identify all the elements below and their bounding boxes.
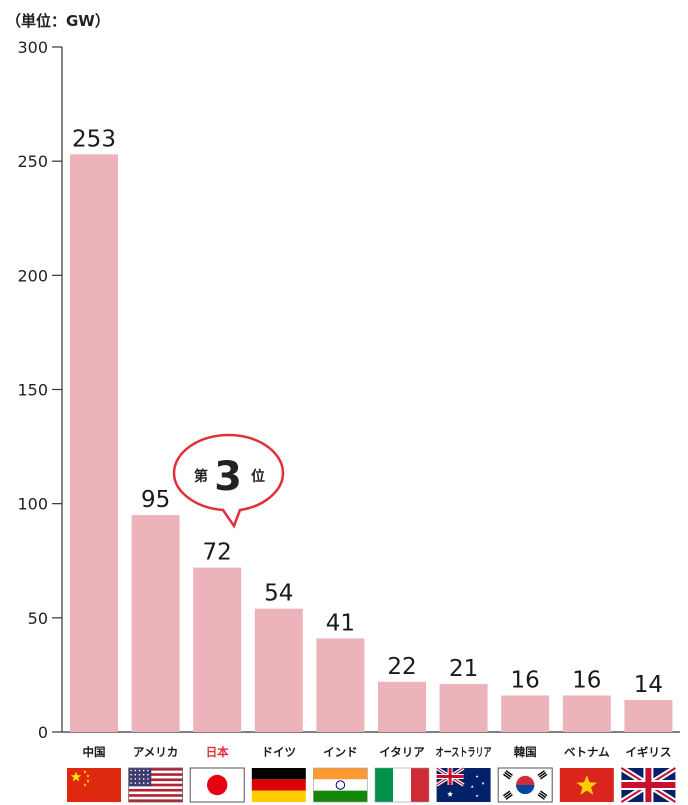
value-label: 95 (141, 487, 170, 513)
value-label: 72 (203, 540, 232, 566)
y-tick-label: 150 (17, 381, 48, 400)
korea-flag-icon (497, 767, 553, 803)
category-label: 韓国 (514, 745, 537, 759)
bar (193, 567, 242, 732)
bar (378, 681, 426, 732)
category-label: 中国 (83, 745, 106, 759)
category-label: オーストラリア (436, 745, 492, 759)
bar (439, 684, 488, 732)
value-labels: 253 95 72 54 41 22 21 16 16 14 (72, 126, 663, 698)
bar (562, 695, 611, 732)
usa-flag-icon (128, 767, 184, 803)
bar (624, 700, 673, 732)
badge-bubble (172, 433, 285, 529)
australia-flag-icon (435, 766, 491, 802)
y-tick-label: 300 (17, 38, 48, 57)
category-label: インド (323, 745, 358, 759)
badge-prefix: 第 (194, 468, 208, 485)
value-label: 21 (449, 656, 478, 682)
india-flag-icon (313, 767, 368, 803)
unit-label: （単位：GW） (6, 12, 110, 30)
value-label: 54 (264, 581, 293, 607)
category-label: イタリア (379, 745, 425, 759)
category-labels: 中国 アメリカ 日本 ドイツ インド イタリア オーストラリア 韓国 ベトナム イギリス (83, 745, 672, 759)
category-label: 日本 (206, 745, 229, 759)
bar (501, 695, 550, 732)
y-tick-label: 0 (38, 723, 48, 742)
badge-suffix: 位 (251, 468, 265, 485)
bars (70, 154, 673, 733)
japan-flag-icon (189, 767, 245, 803)
category-label: ドイツ (262, 745, 297, 759)
bar (254, 608, 303, 732)
category-label: アメリカ (133, 745, 178, 759)
bar (70, 154, 118, 733)
value-label: 14 (634, 672, 663, 698)
y-tick-label: 50 (28, 609, 48, 628)
china-flag-icon (67, 768, 121, 802)
y-tick-label: 200 (17, 266, 48, 285)
value-label: 41 (326, 610, 355, 636)
vietnam-flag-icon (559, 768, 614, 802)
value-label: 253 (72, 126, 116, 152)
germany-flag-icon (251, 768, 306, 802)
value-label: 16 (572, 667, 601, 693)
y-tick-label: 100 (17, 495, 48, 514)
italy-flag-icon (374, 767, 430, 803)
bar (316, 638, 365, 732)
category-label: ベトナム (564, 745, 610, 759)
flags (67, 765, 677, 805)
bar (131, 515, 180, 732)
category-label: イギリス (625, 745, 671, 759)
value-label: 22 (387, 654, 416, 680)
badge-rank: 3 (214, 454, 242, 500)
value-label: 16 (511, 667, 540, 693)
uk-flag-icon (619, 765, 677, 805)
rank-badge: 第 3 位 (172, 433, 285, 529)
y-tick-label: 250 (17, 152, 48, 171)
